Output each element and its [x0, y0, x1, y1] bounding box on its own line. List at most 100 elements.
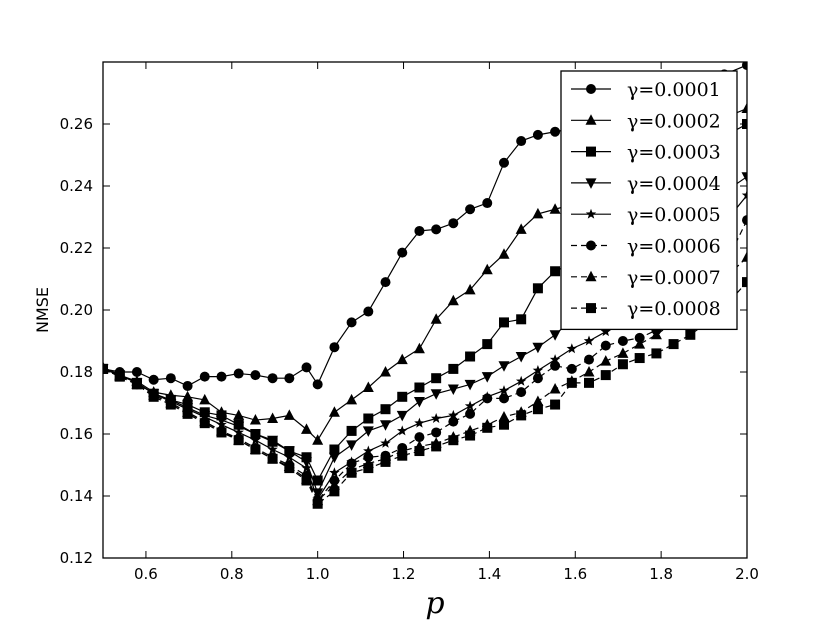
data-point — [566, 377, 577, 388]
data-point — [515, 352, 527, 363]
x-tick-label: 1.0 — [306, 565, 330, 583]
data-point — [233, 426, 244, 437]
data-point — [380, 437, 391, 448]
data-point — [346, 458, 357, 469]
data-point — [549, 203, 561, 214]
legend-entry-label: γ=0.0001 — [627, 79, 721, 101]
data-point — [600, 370, 611, 381]
data-point — [498, 157, 509, 168]
data-point — [312, 498, 323, 509]
data-point — [414, 432, 425, 443]
x-tick-label: 1.2 — [392, 565, 416, 583]
data-point — [550, 266, 561, 277]
y-tick-label: 0.16 — [60, 425, 93, 443]
data-point — [199, 418, 210, 429]
data-point — [346, 393, 358, 405]
data-point — [328, 452, 340, 464]
data-point — [396, 410, 408, 422]
data-point — [481, 263, 493, 275]
data-point — [346, 467, 357, 478]
data-point — [482, 339, 493, 350]
legend: γ=0.0001 γ=0.0002 γ=0.0003 γ=0.0004 γ=0.0005… — [560, 70, 738, 331]
data-point — [430, 413, 442, 423]
legend-entry-label: γ=0.0005 — [627, 204, 721, 226]
data-point — [566, 343, 578, 354]
data-point — [430, 313, 442, 324]
data-point — [532, 395, 544, 406]
data-point — [498, 393, 509, 404]
data-point — [216, 410, 227, 421]
data-point — [566, 363, 577, 374]
data-point — [617, 336, 628, 346]
data-point — [549, 330, 561, 341]
data-point — [396, 353, 408, 365]
y-tick-label: 0.20 — [60, 301, 93, 319]
data-point — [233, 409, 245, 420]
data-point — [114, 371, 125, 382]
y-tick-label: 0.22 — [60, 239, 93, 257]
data-point — [329, 342, 340, 353]
y-tick-label: 0.14 — [60, 487, 93, 505]
x-tick-label: 0.6 — [134, 565, 158, 583]
data-point — [312, 475, 323, 486]
data-point — [583, 335, 595, 346]
data-point — [741, 189, 747, 200]
data-point — [448, 435, 459, 446]
data-point — [742, 215, 747, 226]
data-point — [301, 462, 312, 473]
data-point — [346, 425, 357, 436]
data-point — [312, 379, 323, 390]
data-point — [397, 391, 408, 402]
data-point — [182, 380, 193, 391]
data-point — [516, 410, 527, 421]
data-point — [464, 400, 476, 411]
data-point — [199, 371, 210, 382]
data-point — [329, 486, 340, 497]
data-point — [741, 172, 747, 183]
data-point — [482, 422, 493, 433]
data-point — [532, 129, 543, 140]
data-point — [532, 283, 543, 294]
data-point — [165, 399, 176, 410]
data-point — [363, 463, 374, 474]
data-point — [447, 384, 459, 396]
data-point — [346, 440, 358, 451]
series-8 — [103, 277, 747, 509]
legend-entry-label: γ=0.0002 — [627, 110, 721, 132]
data-point — [600, 355, 612, 366]
data-point — [397, 247, 408, 258]
legend-entry-label: γ=0.0003 — [627, 142, 721, 164]
legend-entry-label: γ=0.0007 — [627, 267, 721, 289]
data-point — [413, 396, 425, 408]
data-point — [741, 102, 747, 113]
data-point — [397, 450, 408, 461]
data-point — [346, 317, 357, 328]
data-point — [431, 441, 442, 452]
data-point — [267, 444, 278, 454]
data-point — [448, 409, 459, 420]
data-point — [131, 379, 142, 390]
data-point — [634, 332, 645, 343]
data-point — [148, 391, 159, 402]
data-point — [233, 435, 244, 446]
data-point — [448, 416, 459, 427]
y-tick-label: 0.24 — [60, 177, 93, 195]
data-point — [284, 463, 295, 474]
data-point — [363, 306, 374, 317]
data-point — [650, 328, 662, 340]
y-tick-label: 0.18 — [60, 363, 93, 381]
data-point — [741, 251, 747, 262]
x-tick-label: 1.4 — [477, 565, 501, 583]
data-point — [448, 363, 459, 374]
data-point — [380, 366, 392, 377]
data-point — [216, 419, 227, 430]
ticks-layer: 0.6 0.8 1.0 1.2 1.4 1.6 1.8 2.0 0.12 0.14 0.16 0.18… — [60, 62, 759, 583]
data-point — [328, 406, 340, 417]
legend-entry-label: γ=0.0008 — [627, 298, 721, 320]
data-point — [267, 435, 279, 447]
data-point — [550, 399, 561, 410]
legend-entry-label: γ=0.0006 — [627, 236, 721, 258]
data-point — [584, 354, 595, 365]
legend-marker — [586, 84, 596, 94]
